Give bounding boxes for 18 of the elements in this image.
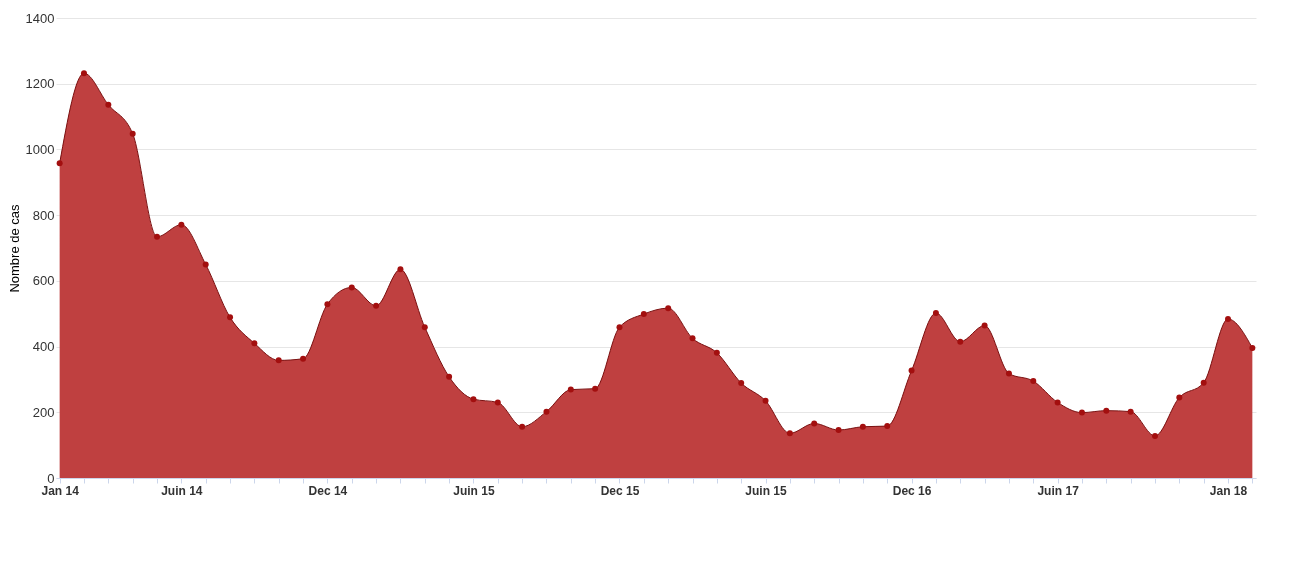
x-tick-label: Juin 15 xyxy=(453,483,495,498)
x-tick-label: Juin 15 xyxy=(745,483,788,498)
y-tick-label: 1000 xyxy=(25,141,55,157)
y-tick-label: 200 xyxy=(32,404,55,420)
x-tick-label: Dec 16 xyxy=(892,483,932,498)
x-tick-label: Juin 17 xyxy=(1037,483,1080,498)
y-tick-label: 1400 xyxy=(25,10,55,26)
y-tick-label: 800 xyxy=(32,207,55,223)
x-tick-label: Dec 15 xyxy=(600,483,640,498)
x-tick-label: Jan 18 xyxy=(1209,483,1248,498)
x-tick-label: Jan 14 xyxy=(41,483,80,498)
y-tick-label: 0 xyxy=(47,470,55,486)
x-tick-label: Dec 14 xyxy=(308,483,348,498)
y-tick-label: 600 xyxy=(32,273,55,289)
y-tick-label: 400 xyxy=(32,339,55,355)
y-axis-title: Nombre de cas xyxy=(6,203,22,293)
x-tick-label: Juin 14 xyxy=(161,483,203,498)
y-tick-label: 1200 xyxy=(25,76,55,92)
